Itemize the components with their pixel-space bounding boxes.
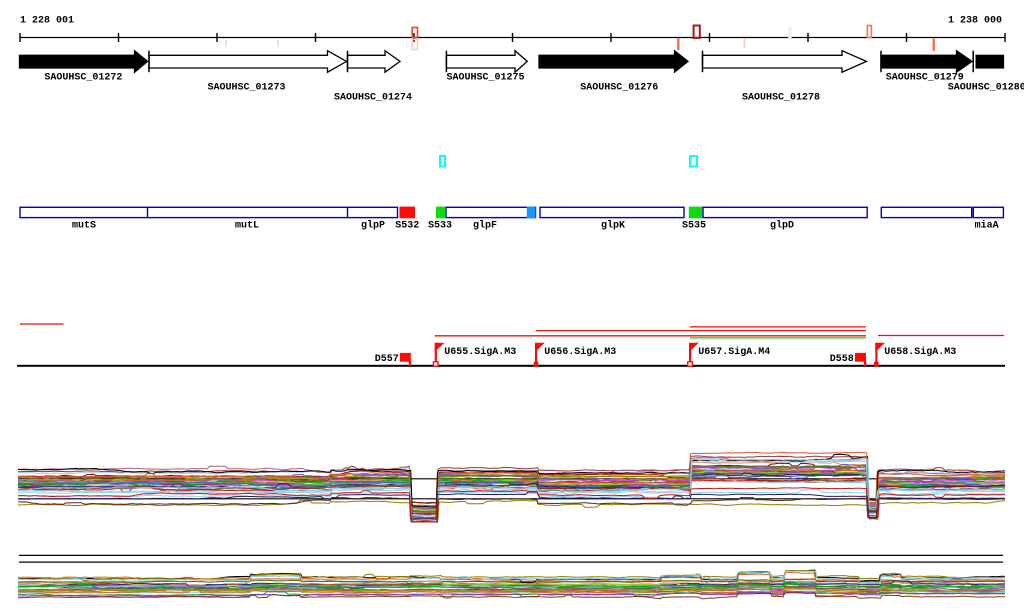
svg-text:glpK: glpK — [601, 219, 625, 231]
svg-text:glpD: glpD — [770, 219, 794, 231]
svg-text:1 228 001: 1 228 001 — [20, 16, 74, 27]
svg-text:SAOUHSC_01275: SAOUHSC_01275 — [447, 73, 525, 84]
svg-text:S533: S533 — [428, 220, 452, 231]
svg-text:U658.SigA.M3: U658.SigA.M3 — [884, 346, 956, 358]
svg-text:mutS: mutS — [72, 220, 96, 231]
svg-text:mutL: mutL — [235, 220, 259, 231]
svg-text:SAOUHSC_01280: SAOUHSC_01280 — [948, 83, 1024, 94]
svg-text:SAOUHSC_01279: SAOUHSC_01279 — [886, 73, 964, 84]
svg-text:S535: S535 — [682, 220, 706, 231]
svg-text:S532: S532 — [395, 220, 419, 231]
svg-text:SAOUHSC_01278: SAOUHSC_01278 — [742, 93, 820, 104]
svg-text:1 238 000: 1 238 000 — [948, 16, 1002, 27]
svg-text:U656.SigA.M3: U656.SigA.M3 — [544, 346, 616, 358]
svg-text:SAOUHSC_01276: SAOUHSC_01276 — [580, 83, 658, 94]
svg-text:miaA: miaA — [975, 219, 999, 231]
svg-text:glpP: glpP — [361, 219, 385, 231]
svg-text:SAOUHSC_01273: SAOUHSC_01273 — [208, 83, 286, 94]
svg-text:D558: D558 — [830, 354, 854, 365]
svg-text:SAOUHSC_01272: SAOUHSC_01272 — [44, 73, 122, 84]
svg-text:glpF: glpF — [473, 219, 497, 231]
svg-text:SAOUHSC_01274: SAOUHSC_01274 — [334, 93, 412, 104]
svg-text:U657.SigA.M4: U657.SigA.M4 — [698, 346, 770, 358]
svg-text:U655.SigA.M3: U655.SigA.M3 — [444, 346, 516, 358]
svg-text:D557: D557 — [375, 354, 399, 365]
